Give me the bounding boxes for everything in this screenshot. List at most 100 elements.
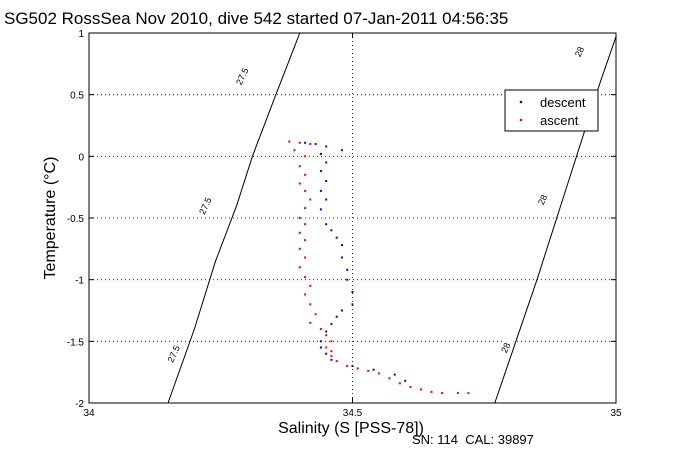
- ascent-point: [304, 239, 307, 242]
- ascent-point: [309, 303, 312, 306]
- ascent-point: [298, 182, 301, 185]
- descent-point: [325, 198, 328, 201]
- ascent-point: [288, 140, 291, 143]
- contour-label-bg: [495, 334, 515, 361]
- ascent-point: [377, 372, 380, 375]
- ascent-point: [330, 350, 333, 353]
- descent-point: [325, 180, 328, 182]
- contour-label-bg: [532, 186, 552, 213]
- descent-point: [319, 208, 322, 211]
- ascent-point: [304, 293, 307, 296]
- ascent-point: [367, 369, 370, 372]
- ascent-point: [298, 141, 301, 144]
- ascent-point: [420, 388, 422, 391]
- chart-title: SG502 RossSea Nov 2010, dive 542 started…: [4, 9, 508, 28]
- descent-point: [341, 244, 343, 247]
- descent-point: [372, 368, 375, 371]
- descent-point: [319, 152, 322, 155]
- contour-label-bg: [232, 63, 252, 90]
- footer-serial: SN: 114 CAL: 39897: [412, 432, 534, 447]
- descent-point: [346, 268, 349, 271]
- y-tick-label: -2: [75, 399, 84, 410]
- y-axis-label: Temperature (°C): [42, 157, 59, 280]
- ascent-point: [298, 217, 301, 219]
- legend-label-descent: descent: [540, 95, 586, 110]
- y-axis-ticks: 1 0.5 0 -0.5 -1 -1.5 -2: [67, 29, 616, 410]
- ascent-point: [304, 256, 307, 259]
- ascent-point: [319, 328, 322, 330]
- legend-label-ascent: ascent: [540, 113, 579, 128]
- contour-label: 28: [536, 193, 549, 206]
- y-tick-label: 0.5: [70, 91, 84, 102]
- ascent-point: [304, 207, 307, 210]
- ascent-point: [388, 377, 391, 380]
- contour-label: 28: [499, 341, 512, 354]
- descent-point: [325, 352, 328, 355]
- legend-marker-descent: [519, 100, 523, 104]
- ascent-point: [304, 276, 307, 279]
- descent-point: [325, 145, 328, 148]
- descent-point: [330, 229, 333, 232]
- legend-marker-ascent: [519, 118, 523, 122]
- descent-point: [335, 236, 338, 239]
- ascent-point: [346, 365, 349, 367]
- descent-point: [341, 256, 343, 259]
- ascent-point: [293, 149, 296, 152]
- descent-point: [341, 309, 343, 312]
- descent-point: [319, 340, 322, 343]
- ascent-point: [309, 321, 312, 324]
- y-tick-label: -1.5: [67, 337, 85, 348]
- ascent-point: [325, 346, 328, 349]
- x-axis-label: Salinity (S [PSS-78]): [278, 420, 424, 437]
- legend-box: [504, 89, 599, 132]
- descent-point: [314, 143, 317, 145]
- ascent-point: [356, 367, 359, 370]
- x-axis-ticks: 34 34.5 35: [83, 33, 622, 419]
- ascent-point: [330, 355, 333, 358]
- descent-point: [346, 278, 349, 281]
- descent-point: [325, 161, 328, 164]
- legend: descent ascent: [504, 89, 599, 132]
- ascent-point: [298, 231, 301, 234]
- descent-point: [351, 303, 354, 306]
- contour-label-bg: [163, 340, 183, 367]
- descent-point: [304, 141, 307, 144]
- ascent-point: [309, 284, 312, 287]
- contour-label-bg: [569, 38, 589, 65]
- contour-label-bg: [195, 192, 215, 219]
- x-tick-label: 34: [83, 408, 95, 419]
- x-tick-label: 35: [610, 408, 622, 419]
- descent-point: [319, 346, 322, 349]
- y-tick-label: -1: [75, 276, 84, 287]
- descent-point: [325, 330, 328, 333]
- descent-point: [330, 358, 333, 361]
- descent-point: [351, 291, 354, 293]
- y-tick-label: 1: [78, 29, 84, 40]
- density-contours: [167, 32, 617, 404]
- ascent-point: [441, 392, 444, 395]
- ascent-point: [409, 386, 412, 388]
- descent-point: [393, 373, 396, 376]
- data-points: [288, 140, 470, 395]
- descent-point: [335, 315, 338, 318]
- grid-lines: [89, 33, 616, 403]
- ascent-point: [298, 247, 301, 250]
- descent-point: [341, 149, 343, 152]
- ascent-point: [298, 266, 301, 269]
- density-contour-27.5: [167, 32, 301, 404]
- descent-point: [319, 170, 322, 173]
- contour-label: 28: [573, 45, 586, 58]
- ascent-point: [304, 173, 307, 176]
- ascent-point: [430, 390, 433, 393]
- ascent-point: [467, 392, 470, 395]
- descent-point: [330, 323, 333, 326]
- descent-point: [325, 223, 328, 226]
- ascent-point: [314, 313, 317, 316]
- ascent-point: [298, 165, 301, 168]
- ascent-point: [304, 189, 307, 192]
- ascent-point: [330, 340, 333, 343]
- ascent-point: [325, 334, 328, 337]
- ascent-point: [304, 223, 307, 226]
